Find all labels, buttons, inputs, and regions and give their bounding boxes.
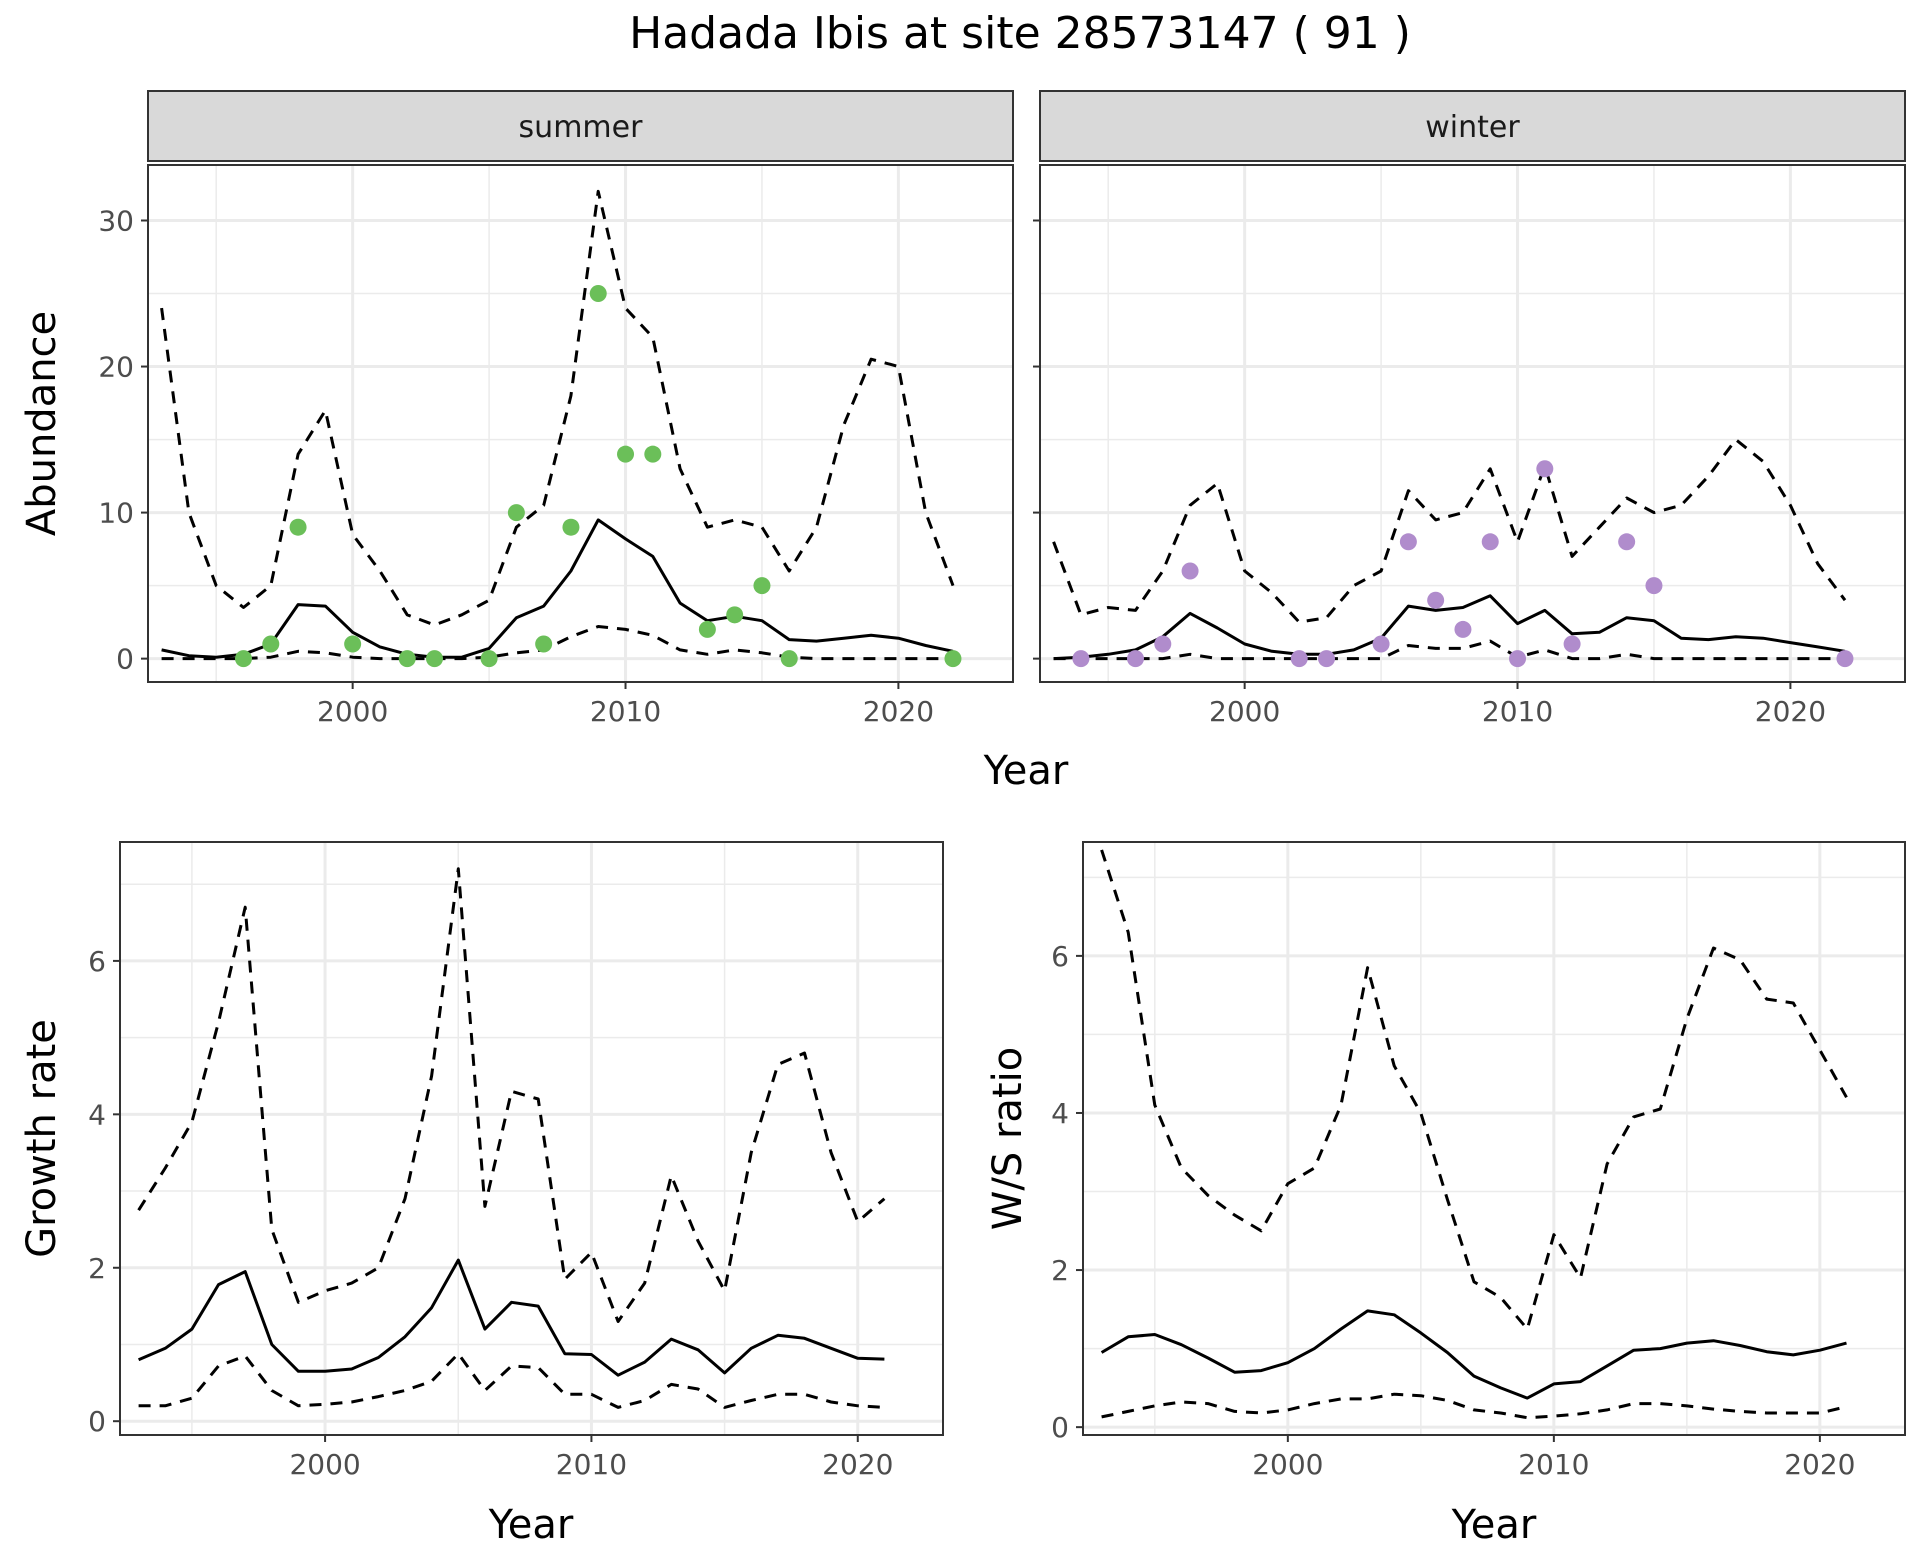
- data-point: [235, 650, 253, 668]
- data-point: [1481, 533, 1499, 551]
- chart-panel-panel-4: 2000 2010 2020 0 2 4 6 Year W/S ratio: [985, 841, 1906, 1548]
- data-point: [1427, 591, 1445, 609]
- x-axis-title: Year: [983, 748, 1069, 794]
- panel-background: [1040, 165, 1905, 682]
- data-point: [1372, 635, 1390, 653]
- data-point: [780, 650, 798, 668]
- data-point: [1836, 650, 1854, 668]
- panel-background: [148, 165, 1013, 682]
- x-tick-label: 2000: [317, 695, 388, 728]
- chart-panel-panel-3: 2000 2010 2020 0 2 4 6 Year Growth rate: [19, 841, 944, 1548]
- y-tick-label: 0: [116, 643, 134, 676]
- x-axis-title: Year: [1451, 1502, 1537, 1548]
- series-line-dashed: [138, 1352, 885, 1409]
- series-line-solid: [161, 518, 954, 659]
- x-tick-label: 2000: [1252, 1448, 1323, 1481]
- facet-label: winter: [1425, 110, 1520, 145]
- data-point: [617, 445, 635, 463]
- data-point: [753, 577, 771, 595]
- x-tick-label: 2010: [1518, 1448, 1589, 1481]
- data-point: [1509, 650, 1527, 668]
- data-point: [262, 635, 280, 653]
- series-line-solid: [1100, 1309, 1847, 1400]
- panel-background: [1083, 842, 1905, 1435]
- series-line-dashed: [1053, 639, 1845, 661]
- data-point: [1072, 650, 1090, 668]
- data-point: [1618, 533, 1636, 551]
- data-point: [535, 635, 553, 653]
- data-point: [507, 504, 525, 522]
- x-tick-label: 2020: [863, 695, 934, 728]
- series-line-dashed: [1052, 438, 1847, 624]
- panel-border: [1082, 841, 1906, 1436]
- x-tick-label: 2010: [590, 695, 661, 728]
- panel-border: [147, 164, 1014, 683]
- data-point: [1536, 460, 1554, 478]
- data-point: [944, 650, 962, 668]
- y-tick-label: 10: [98, 497, 134, 530]
- data-point: [1563, 635, 1581, 653]
- data-point: [589, 285, 607, 303]
- panel-background: [120, 842, 943, 1435]
- y-tick-label: 6: [1051, 940, 1069, 973]
- data-point: [1645, 577, 1663, 595]
- series-line-dashed: [161, 625, 953, 661]
- y-axis-title: Growth rate: [19, 1019, 65, 1258]
- panel-border: [1039, 164, 1906, 683]
- facet-strip: [1039, 90, 1906, 162]
- data-point: [1154, 635, 1172, 653]
- facet-strip: [147, 90, 1014, 162]
- y-tick-label: 0: [1051, 1411, 1069, 1444]
- y-tick-label: 20: [98, 351, 134, 384]
- data-point: [726, 606, 744, 624]
- panel-border: [119, 841, 944, 1436]
- data-point: [344, 635, 362, 653]
- data-point: [398, 650, 416, 668]
- series-line-dashed: [1101, 1392, 1847, 1420]
- data-point: [480, 650, 498, 668]
- series-line-solid: [138, 1258, 885, 1377]
- data-point: [1290, 650, 1308, 668]
- y-tick-label: 2: [88, 1252, 106, 1285]
- x-tick-label: 2000: [289, 1448, 360, 1481]
- data-point: [289, 518, 307, 536]
- data-point: [644, 445, 662, 463]
- data-point: [1181, 562, 1199, 580]
- y-tick-label: 6: [88, 945, 106, 978]
- x-tick-label: 2020: [1784, 1448, 1855, 1481]
- series-line-dashed: [160, 189, 955, 627]
- facet-label: summer: [519, 110, 644, 145]
- chart-panel-winter: winter 2000 2010 2020: [1033, 90, 1906, 728]
- y-tick-label: 0: [88, 1405, 106, 1438]
- data-point: [698, 620, 716, 638]
- data-point: [562, 518, 580, 536]
- data-point: [1127, 650, 1145, 668]
- chart-panel-summer: summer 2000 2010 2020 0 10 20 30 Year Abundance: [19, 90, 1069, 794]
- data-point: [1399, 533, 1417, 551]
- x-axis-title: Year: [488, 1502, 574, 1548]
- data-point: [1454, 620, 1472, 638]
- x-tick-label: 2020: [1755, 695, 1826, 728]
- x-tick-label: 2000: [1209, 695, 1280, 728]
- y-axis-title: Abundance: [19, 311, 65, 536]
- series-line-solid: [1053, 594, 1846, 661]
- data-point: [426, 650, 444, 668]
- chart-title: Hadada Ibis at site 28573147 ( 91 ): [629, 8, 1411, 59]
- y-axis-title: W/S ratio: [985, 1047, 1031, 1230]
- x-tick-label: 2010: [1482, 695, 1553, 728]
- y-tick-label: 4: [1051, 1097, 1069, 1130]
- x-tick-label: 2020: [822, 1448, 893, 1481]
- series-line-dashed: [1100, 849, 1848, 1331]
- data-point: [1318, 650, 1336, 668]
- x-tick-label: 2010: [556, 1448, 627, 1481]
- y-tick-label: 4: [88, 1098, 106, 1131]
- y-tick-label: 30: [98, 204, 134, 237]
- y-tick-label: 2: [1051, 1254, 1069, 1287]
